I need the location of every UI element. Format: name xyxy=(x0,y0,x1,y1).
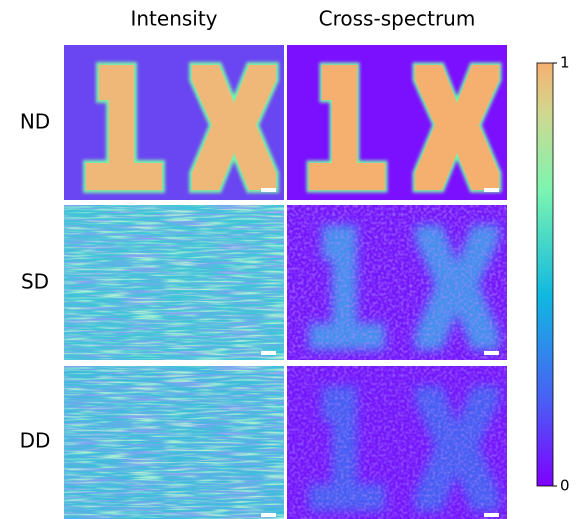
image-panel xyxy=(64,205,284,361)
image-panel xyxy=(64,45,284,200)
figure: Intensity Cross-spectrum ND SD DD xyxy=(0,0,578,519)
colorbar-tick-label: 1 xyxy=(560,54,570,72)
image-panel xyxy=(287,45,507,200)
image-panel xyxy=(287,366,507,519)
image-panel xyxy=(287,205,507,361)
column-header: Cross-spectrum xyxy=(319,7,476,31)
row-label: ND xyxy=(20,110,50,134)
image-panel xyxy=(64,366,284,519)
row-label: DD xyxy=(20,429,51,453)
column-header: Intensity xyxy=(130,7,217,31)
colorbar-tick-label: 0 xyxy=(560,477,570,495)
colorbar xyxy=(537,63,553,486)
colorbar-ticks: 01 xyxy=(553,54,570,495)
page: {"columns": ["Intensity", "Cross-spectru… xyxy=(0,0,578,519)
row-label: SD xyxy=(21,270,49,294)
